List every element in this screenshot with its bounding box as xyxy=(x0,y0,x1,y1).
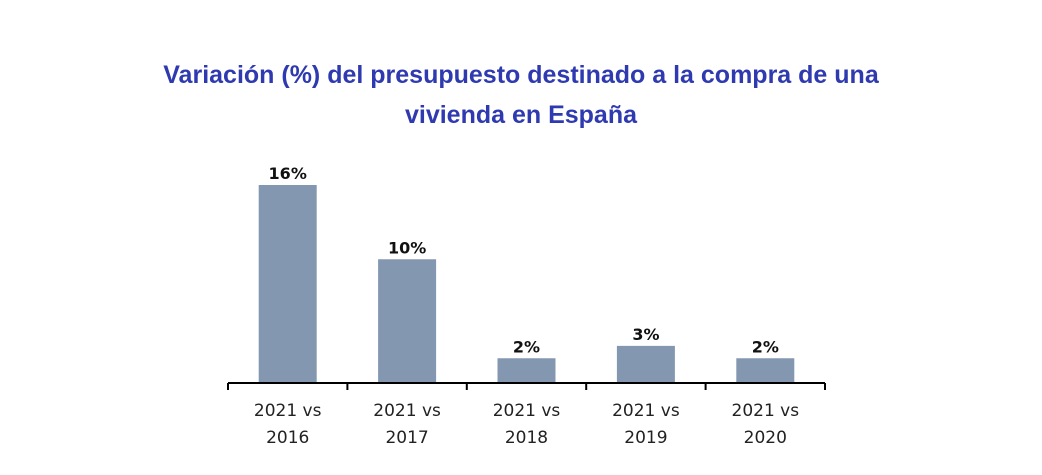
x-tick-label: 2021 vs xyxy=(493,401,561,421)
chart-title: Variación (%) del presupuesto destinado … xyxy=(0,55,1042,135)
data-label: 2% xyxy=(752,337,779,356)
x-tick-label: 2021 vs xyxy=(254,401,322,421)
x-tick-label: 2021 vs xyxy=(732,401,800,421)
bar xyxy=(258,185,317,383)
chart-title-line-2: vivienda en España xyxy=(404,101,638,129)
x-tick-label: 2016 xyxy=(266,428,309,448)
bar xyxy=(616,345,675,383)
x-tick-label: 2017 xyxy=(385,428,428,448)
chart-title-line-1: Variación (%) del presupuesto destinado … xyxy=(163,61,879,89)
x-tick-label: 2018 xyxy=(505,428,548,448)
data-label: 10% xyxy=(388,238,426,257)
x-tick-label: 2021 vs xyxy=(373,401,441,421)
bar xyxy=(378,259,437,383)
bar xyxy=(497,358,556,383)
data-label: 2% xyxy=(513,337,540,356)
bar xyxy=(736,358,795,383)
data-label: 16% xyxy=(269,164,307,183)
x-tick-label: 2020 xyxy=(744,428,787,448)
x-tick-label: 2021 vs xyxy=(612,401,680,421)
x-tick-label: 2019 xyxy=(624,428,667,448)
data-label: 3% xyxy=(632,325,659,344)
